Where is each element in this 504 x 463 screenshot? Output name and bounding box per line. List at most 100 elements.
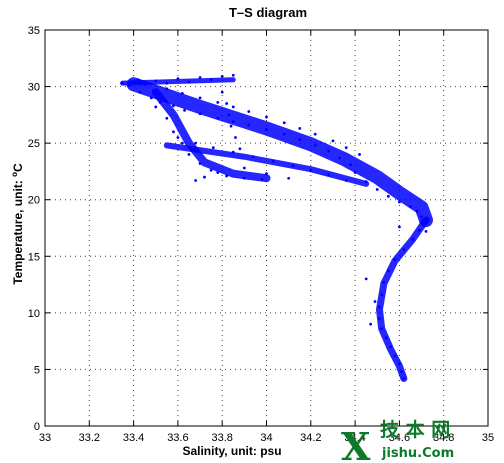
scatter-point [369, 322, 373, 326]
scatter-point [327, 173, 330, 177]
scatter-point [393, 354, 397, 358]
watermark-logo: X 技 本 网 jishu.Com [341, 418, 454, 463]
axis-ticks [44, 29, 489, 427]
top-band-cloud [120, 77, 236, 86]
scatter-point [344, 179, 348, 182]
upper-band-cloud [126, 77, 433, 228]
scatter-point [154, 105, 158, 109]
scatter-point [231, 73, 235, 77]
scatter-point [298, 127, 302, 130]
scatter-point [165, 87, 169, 91]
scatter-point [198, 162, 202, 165]
scatter-point [291, 164, 295, 168]
y-tick-label: 30 [28, 82, 40, 94]
scatter-point [265, 172, 268, 176]
scatter-point [203, 175, 206, 179]
scatter-point [426, 217, 430, 221]
x-tick-label: 34.4 [344, 432, 365, 444]
scatter-point [149, 96, 153, 100]
scatter-point [242, 176, 246, 180]
scatter-point [242, 166, 246, 170]
chart-title: T–S diagram [229, 5, 307, 20]
scatter-point [176, 77, 180, 81]
y-axis-title-unit: C [11, 163, 25, 172]
scatter-point [194, 141, 198, 145]
scatter-point [378, 305, 381, 309]
scatter-point [247, 123, 251, 127]
scatter-point [358, 153, 361, 156]
x-tick-label: 34.2 [300, 432, 321, 444]
scatter-point [398, 200, 401, 204]
scatter-point [229, 124, 233, 128]
scatter-point [378, 317, 381, 320]
y-tick-label: 5 [34, 364, 40, 376]
scatter-point [211, 146, 215, 150]
scatter-point [382, 280, 386, 284]
data-point-cloud [120, 77, 433, 382]
scatter-point [265, 128, 268, 131]
scatter-point [220, 74, 224, 78]
scatter-point [420, 215, 423, 219]
scatter-point [165, 116, 169, 120]
x-tick-label: 33.4 [123, 432, 144, 444]
scatter-point [384, 336, 388, 340]
scatter-point [209, 78, 213, 82]
scatter-point [380, 327, 384, 331]
scatter-point [344, 146, 348, 150]
scatter-point [309, 168, 313, 172]
scatter-point [231, 120, 235, 124]
y-tick-label: 20 [28, 195, 40, 207]
scatter-point [172, 130, 175, 134]
scatter-point [411, 237, 415, 241]
scatter-point [172, 104, 175, 108]
scatter-point [349, 163, 353, 167]
y-tick-labels: 0 5 10 15 20 25 30 35 [28, 25, 40, 433]
scatter-point [216, 171, 220, 174]
y-tick-label: 0 [34, 421, 40, 433]
scatter-point [216, 101, 220, 104]
watermark-bottom-text: jishu.Com [381, 446, 454, 461]
scatter-point [373, 300, 377, 303]
scatter-point [198, 76, 202, 79]
watermark-top-text: 技 本 网 [380, 418, 450, 441]
x-tick-label: 34.6 [389, 432, 410, 444]
scatter-point [260, 177, 264, 181]
scatter-point [154, 79, 158, 83]
scatter-point [127, 84, 131, 87]
scatter-point [225, 102, 229, 105]
scatter-point [198, 96, 202, 100]
x-tick-label: 34 [260, 432, 272, 444]
scatter-point [220, 90, 224, 94]
x-tick-label: 33.8 [211, 432, 232, 444]
scatter-point [398, 362, 401, 366]
scatter-point [225, 174, 229, 178]
scatter-point [216, 116, 220, 120]
scatter-point [176, 136, 180, 139]
y-axis-title: Temperature, unit: oC [10, 163, 25, 285]
scatter-point [415, 209, 419, 213]
scatter-point [386, 269, 390, 273]
scatter-point [424, 229, 428, 233]
lower-band-cloud [375, 216, 430, 382]
y-tick-label: 15 [28, 251, 40, 263]
x-tick-label: 33.6 [167, 432, 188, 444]
scatter-point [282, 121, 286, 125]
y-axis-title-degree: o [10, 172, 19, 177]
scatter-point [402, 377, 406, 380]
y-tick-label: 35 [28, 25, 40, 37]
y-tick-label: 25 [28, 138, 40, 150]
scatter-point [375, 188, 379, 191]
scatter-point [400, 370, 404, 374]
scatter-point [165, 81, 169, 85]
scatter-point [238, 147, 242, 151]
scatter-point [187, 153, 191, 156]
scatter-point [138, 90, 142, 94]
scatter-point [409, 205, 412, 208]
scatter-point [327, 149, 330, 153]
scatter-point [282, 132, 286, 136]
scatter-point [234, 136, 237, 139]
scatter-point [313, 132, 317, 136]
scatter-point [251, 155, 255, 159]
scatter-point [136, 78, 140, 82]
mid-band-cloud [163, 142, 370, 187]
